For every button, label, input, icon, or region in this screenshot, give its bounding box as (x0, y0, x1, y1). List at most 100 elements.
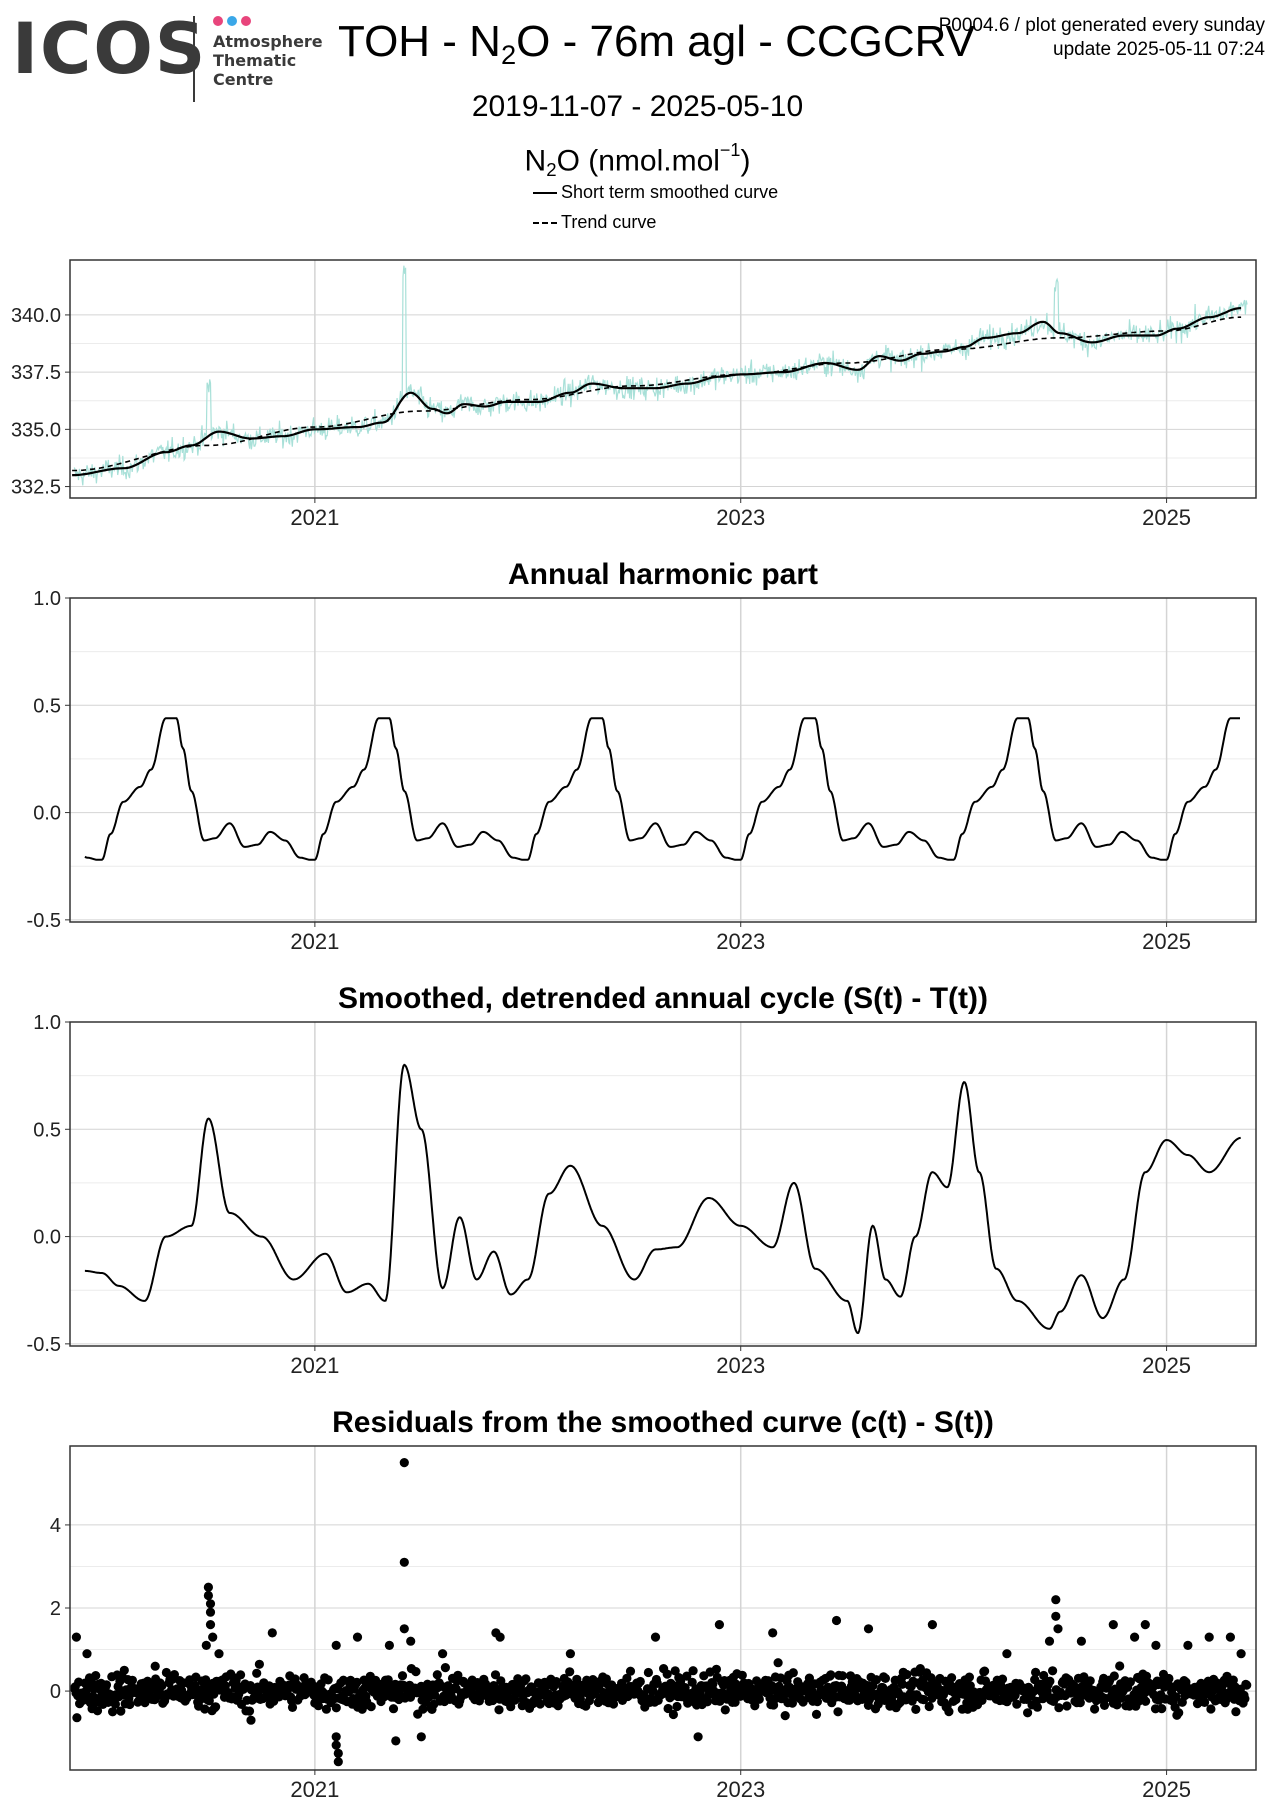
residual-point (313, 1701, 323, 1711)
residual-point (140, 1698, 150, 1708)
legend-item-trend: Trend curve (533, 212, 656, 233)
residual-point (663, 1703, 673, 1714)
residual-point (769, 1700, 779, 1710)
residual-point (1164, 1673, 1174, 1684)
residual-point (399, 1458, 409, 1468)
title-subscript: 2 (500, 39, 517, 71)
residual-point (1069, 1681, 1079, 1691)
residual-point (737, 1670, 747, 1680)
residual-point (837, 1671, 848, 1681)
residual-point (287, 1702, 298, 1712)
residual-point (205, 1607, 216, 1617)
legend-dashed-key (533, 221, 557, 224)
panel-border (69, 259, 1257, 499)
y-tick-label: 0.0 (33, 803, 61, 825)
logo-divider (193, 16, 195, 102)
residual-point (702, 1697, 713, 1707)
residual-point (208, 1632, 218, 1642)
residual-point (911, 1704, 921, 1714)
residual-point (252, 1668, 262, 1678)
logo-subtitle-line-3: Centre (213, 70, 274, 89)
y-tick-label: -0.5 (27, 1334, 61, 1356)
residual-point (205, 1599, 216, 1609)
residual-point (897, 1679, 908, 1689)
logo-dot-blue (227, 16, 237, 26)
residual-point (622, 1673, 632, 1683)
residual-point (331, 1640, 341, 1650)
residual-point (267, 1628, 277, 1638)
residual-point (411, 1667, 421, 1677)
residual-point (1140, 1620, 1150, 1630)
residual-point (565, 1649, 576, 1659)
residual-point (1090, 1704, 1100, 1714)
residual-point (211, 1702, 221, 1712)
y-tick-label: 4 (50, 1515, 61, 1537)
residual-point (871, 1675, 882, 1685)
x-tick-label: 2023 (716, 1353, 765, 1378)
residual-point (72, 1713, 82, 1723)
y-tick-label: 0.5 (33, 1119, 61, 1141)
residual-point (521, 1674, 531, 1684)
residual-point (1051, 1595, 1061, 1605)
residual-point (683, 1698, 693, 1708)
unit-part-1: N (524, 144, 547, 178)
residual-point (352, 1677, 362, 1687)
residual-point (1053, 1624, 1063, 1634)
residual-point (1054, 1703, 1064, 1713)
residual-point (110, 1699, 120, 1709)
residual-point (150, 1661, 160, 1671)
residual-point (831, 1615, 842, 1626)
residual-point (204, 1696, 214, 1706)
residual-point (397, 1671, 408, 1681)
residual-point (333, 1757, 343, 1767)
residual-point (944, 1707, 954, 1717)
residual-point (1012, 1699, 1022, 1709)
residual-point (693, 1732, 703, 1742)
residual-point (440, 1663, 450, 1673)
panel-border (69, 1445, 1257, 1771)
x-tick-label: 2025 (1142, 505, 1191, 530)
residual-point (1125, 1677, 1135, 1687)
residual-point (919, 1695, 929, 1705)
residual-point (652, 1678, 662, 1688)
residual-point (788, 1668, 798, 1678)
residual-point (201, 1640, 211, 1650)
residual-point (625, 1666, 636, 1676)
residual-point (878, 1683, 888, 1693)
panel-title: Annual harmonic part (508, 558, 818, 591)
residual-point (1108, 1620, 1118, 1630)
residual-point (1085, 1676, 1095, 1686)
residual-point (236, 1670, 246, 1680)
residual-point (924, 1701, 934, 1712)
residual-point (964, 1672, 975, 1682)
residual-point (662, 1669, 672, 1679)
chart-panel-2: -0.5 0.0 0.5 1.0 2021 2023 2025 Annual harmonic… (27, 558, 1257, 954)
residual-point (826, 1670, 836, 1680)
y-tick-label: 1.0 (33, 1012, 61, 1034)
residual-point (1242, 1680, 1252, 1690)
icos-logo-text: ICOS (12, 8, 208, 90)
plot-metadata: P0004.6 / plot generated every sunday up… (939, 14, 1265, 62)
residual-point (1183, 1640, 1193, 1650)
residual-point (980, 1666, 990, 1676)
residual-point (688, 1666, 698, 1676)
residual-point (650, 1632, 661, 1642)
residual-point (635, 1676, 645, 1687)
residual-point (125, 1699, 135, 1710)
residual-point (82, 1649, 92, 1659)
residual-point (730, 1697, 740, 1707)
y-tick-label: 332.5 (11, 477, 61, 499)
unit-label: N2O (nmol.mol−1) (0, 140, 1275, 181)
x-tick-label: 2021 (290, 505, 339, 530)
residual-point (205, 1620, 216, 1630)
residual-point (682, 1671, 692, 1681)
residual-point (1062, 1701, 1072, 1711)
residual-point (71, 1632, 81, 1642)
chart-panel-4: 0 2 4 2021 2023 2025 Residuals from the smooth… (50, 1406, 1257, 1800)
x-tick-label: 2023 (716, 1777, 765, 1800)
residual-point (863, 1624, 874, 1634)
residual-point (92, 1706, 103, 1716)
residual-point (101, 1680, 112, 1690)
residual-point (432, 1670, 442, 1680)
date-range: 2019-11-07 - 2025-05-10 (471, 90, 804, 123)
